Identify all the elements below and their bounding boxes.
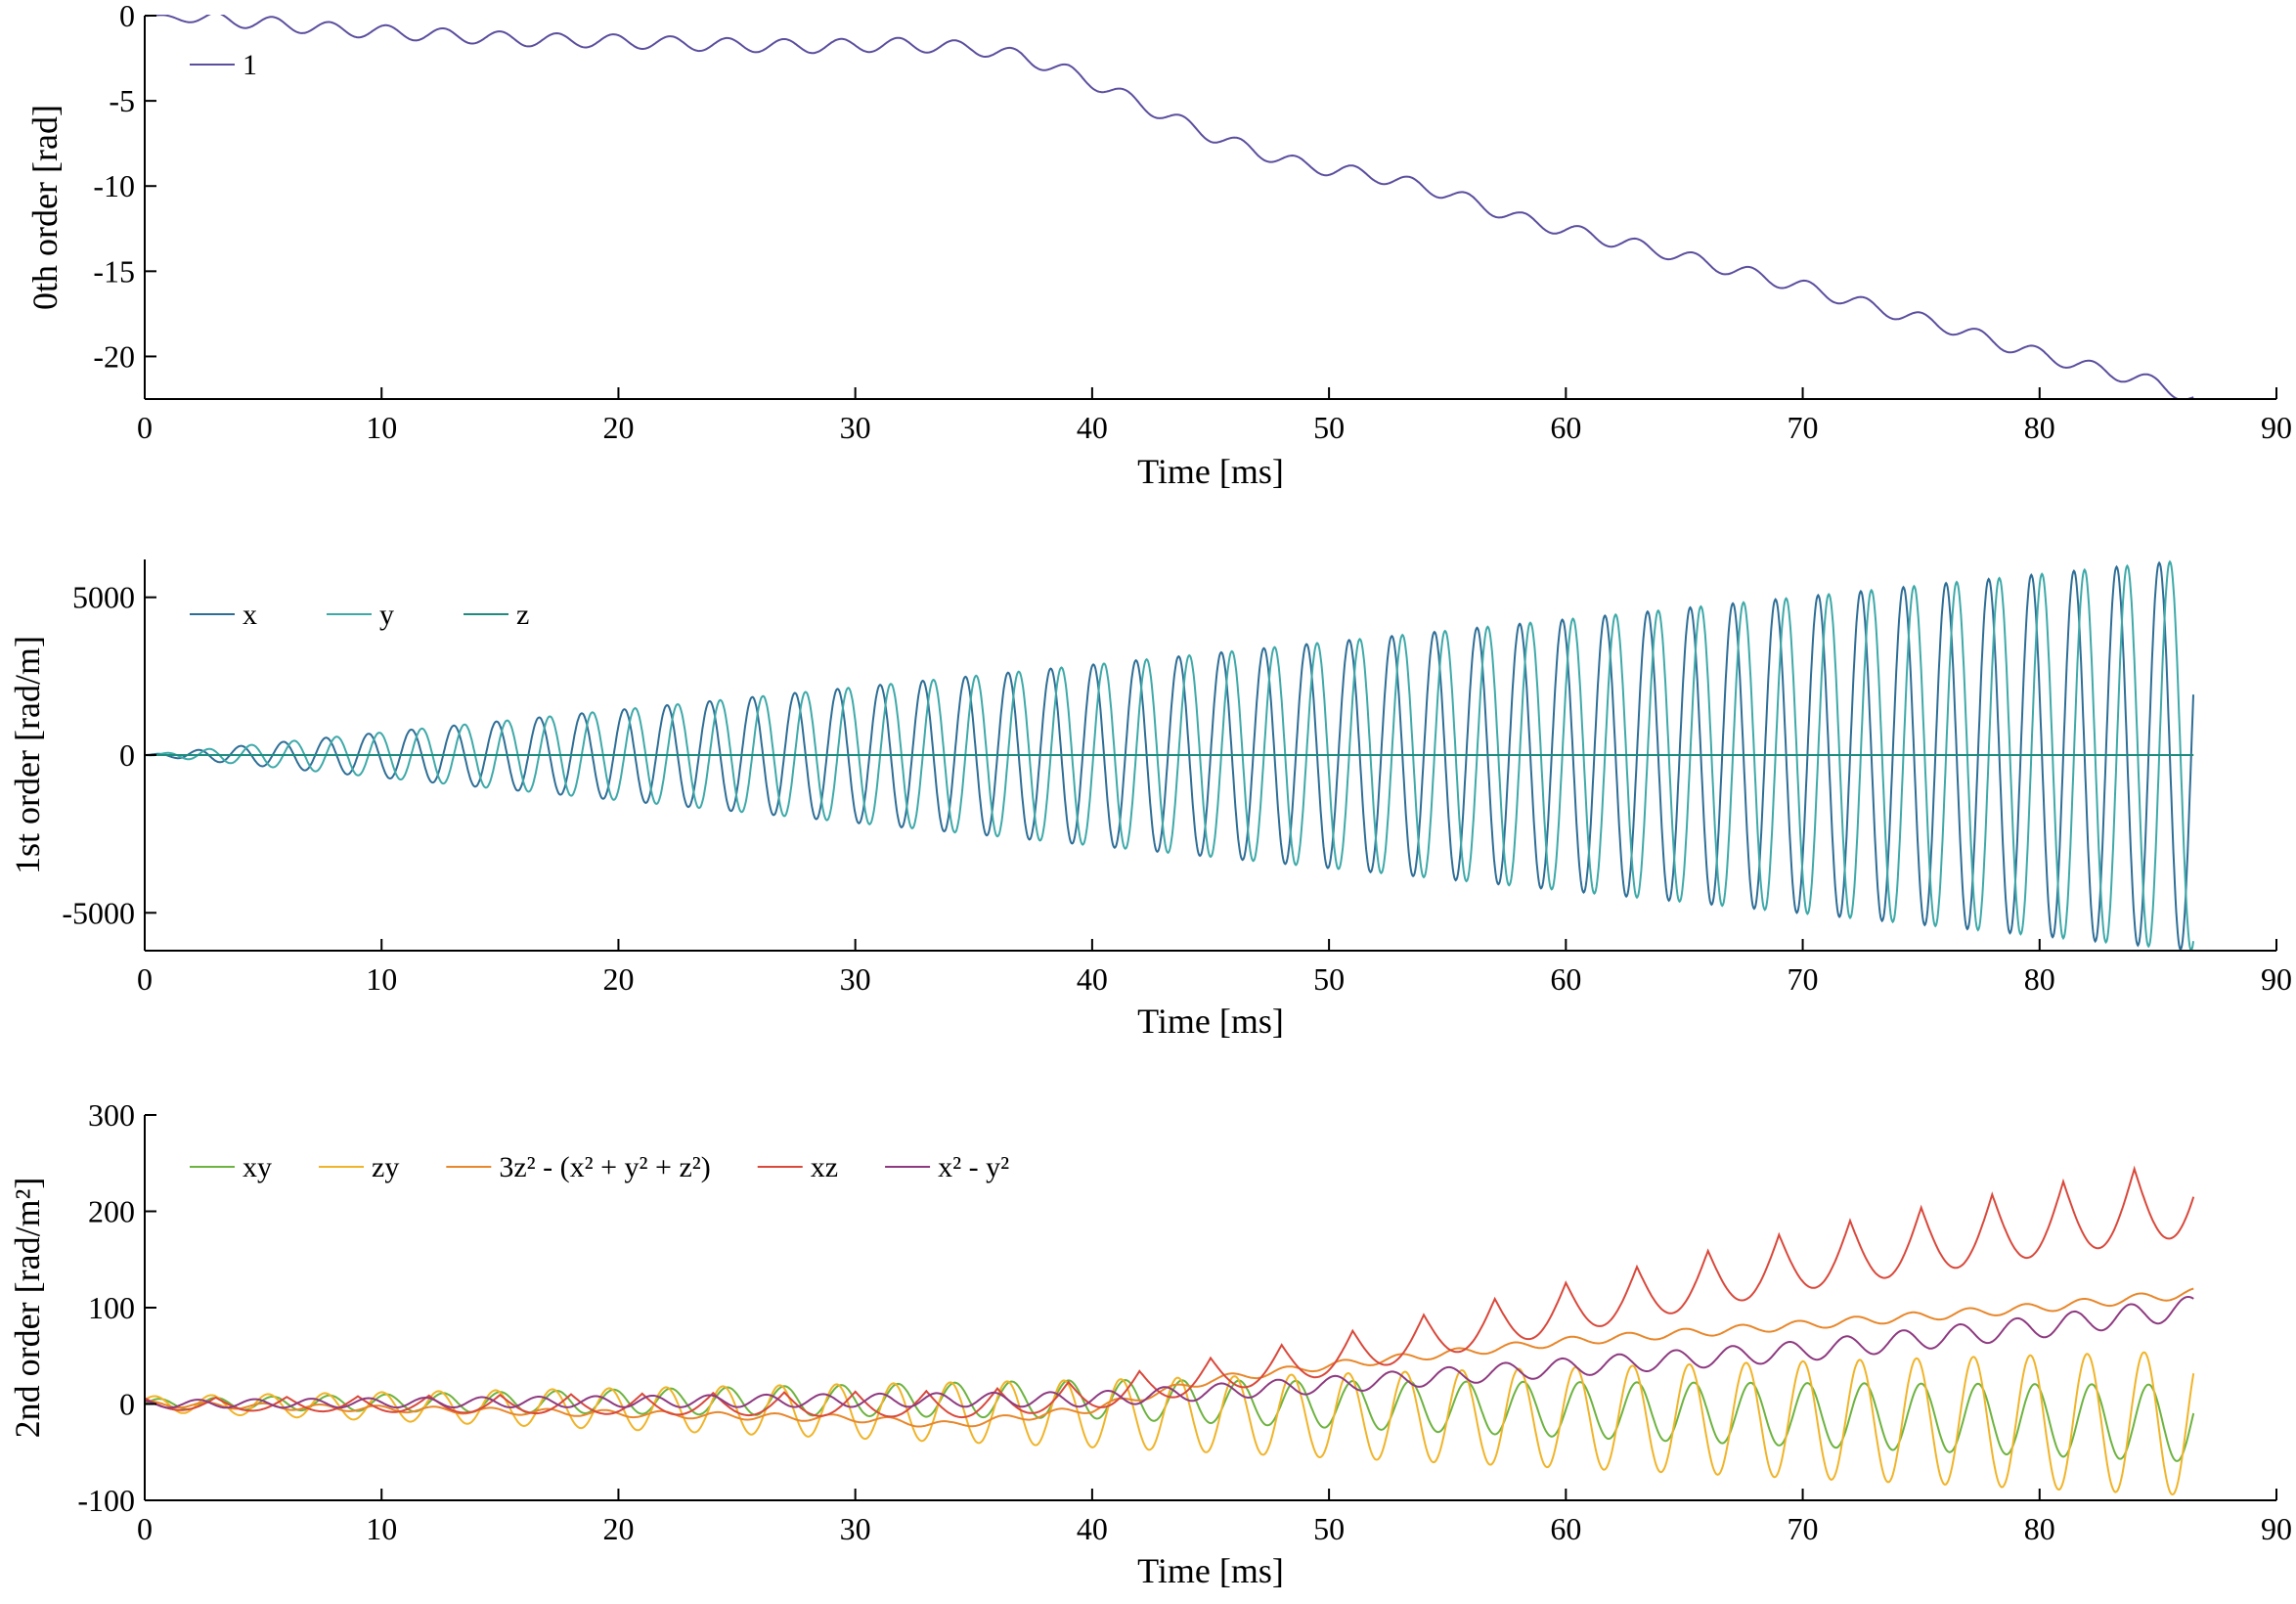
legend-entry: z [516, 599, 529, 631]
y-tick-label: 5000 [72, 580, 135, 615]
x-tick-label: 40 [1077, 961, 1108, 997]
legend-entry: y [379, 599, 394, 631]
x-axis-label: Time [ms] [1137, 1002, 1284, 1041]
series-line-4 [145, 1296, 2194, 1409]
series-group [145, 559, 2194, 952]
series-line-2 [145, 1287, 2194, 1428]
panel-0: 0 10 20 30 40 50 60 70 80 90 0 -5 -10 -15 -20 Time [ms]… [25, 0, 2292, 491]
x-tick-label: 50 [1313, 410, 1345, 445]
y-tick-label: 0 [119, 0, 135, 33]
series-group [145, 15, 2194, 400]
x-tick-label: 70 [1788, 410, 1819, 445]
series-line-3 [145, 1165, 2195, 1419]
x-tick-label: 20 [602, 961, 634, 997]
series-line-1 [145, 1351, 2195, 1496]
y-tick-label: 0 [119, 1387, 135, 1422]
series-line-0 [145, 15, 2194, 400]
y-tick-label: 300 [88, 1097, 135, 1133]
y-tick-label: -100 [77, 1483, 135, 1518]
series-group [145, 1165, 2195, 1496]
x-tick-label: 60 [1550, 961, 1581, 997]
y-axis-label: 2nd order [rad/m²] [8, 1178, 47, 1439]
y-axis-label: 1st order [rad/m] [8, 636, 47, 874]
legend-entry: 3z² - (x² + y² + z²) [499, 1151, 710, 1183]
legend-entry: xy [243, 1151, 272, 1183]
legend-entry: xz [811, 1151, 838, 1183]
series-line-0 [145, 1378, 2195, 1462]
x-tick-label: 20 [602, 1511, 634, 1546]
x-tick-label: 80 [2024, 1511, 2055, 1546]
x-tick-label: 30 [840, 410, 871, 445]
x-tick-label: 0 [137, 1511, 153, 1546]
x-tick-label: 80 [2024, 961, 2055, 997]
x-tick-label: 30 [840, 1511, 871, 1546]
legend: x y z [190, 599, 529, 631]
x-tick-label: 50 [1313, 1511, 1345, 1546]
y-axis-label: 0th order [rad] [25, 105, 65, 310]
series-line-0 [145, 560, 2194, 952]
series-line-1 [145, 559, 2194, 952]
legend-entry: x² - y² [938, 1151, 1009, 1183]
legend-entry: 1 [243, 49, 257, 81]
x-tick-label: 50 [1313, 961, 1345, 997]
x-tick-label: 40 [1077, 1511, 1108, 1546]
legend-entry: x [243, 599, 257, 631]
legend-entry: zy [372, 1151, 399, 1183]
x-tick-label: 90 [2261, 961, 2292, 997]
y-tick-label: -15 [93, 253, 135, 289]
y-tick-label: -5 [109, 83, 135, 118]
x-tick-label: 0 [137, 410, 153, 445]
y-tick-label: 100 [88, 1290, 135, 1325]
x-tick-label: 60 [1550, 1511, 1581, 1546]
x-tick-label: 10 [366, 961, 397, 997]
x-tick-label: 20 [602, 410, 634, 445]
x-axis-label: Time [ms] [1137, 1551, 1284, 1590]
x-tick-label: 70 [1788, 961, 1819, 997]
legend: 1 [190, 49, 257, 81]
x-tick-label: 40 [1077, 410, 1108, 445]
x-tick-label: 30 [840, 961, 871, 997]
y-tick-label: -10 [93, 168, 135, 203]
x-tick-label: 80 [2024, 410, 2055, 445]
y-tick-label: 0 [119, 737, 135, 773]
x-tick-label: 10 [366, 410, 397, 445]
y-tick-label: 200 [88, 1194, 135, 1229]
x-tick-label: 60 [1550, 410, 1581, 445]
x-tick-label: 90 [2261, 410, 2292, 445]
legend: xy zy 3z² - (x² + y² + z²) xz x² - y² [190, 1151, 1009, 1183]
x-axis-label: Time [ms] [1137, 452, 1284, 491]
x-tick-label: 0 [137, 961, 153, 997]
y-tick-label: -20 [93, 338, 135, 374]
y-tick-label: -5000 [62, 895, 135, 930]
x-tick-label: 70 [1788, 1511, 1819, 1546]
x-tick-label: 90 [2261, 1511, 2292, 1546]
x-tick-label: 10 [366, 1511, 397, 1546]
